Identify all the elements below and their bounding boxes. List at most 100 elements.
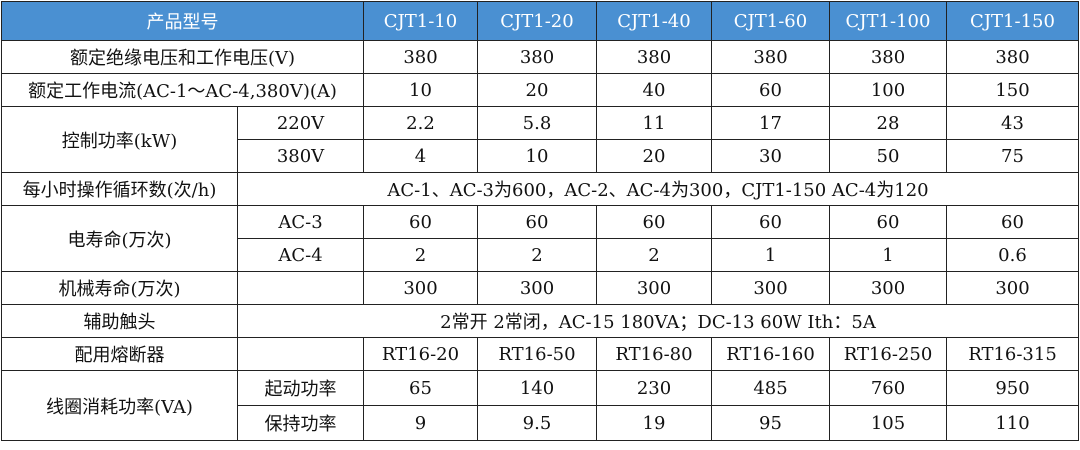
value-cell: 2 (477, 238, 597, 272)
spec-table: 产品型号 CJT1-10 CJT1-20 CJT1-40 CJT1-60 CJT… (1, 1, 1079, 441)
value-cell: 17 (711, 106, 830, 140)
row-coil-start: 线圈消耗功率(VA) 起动功率 65 140 230 485 760 950 (1, 370, 1079, 441)
header-row: 产品型号 CJT1-10 CJT1-20 CJT1-40 CJT1-60 CJT… (1, 1, 1079, 41)
row-rated-voltage: 额定绝缘电压和工作电压(V) 380 380 380 380 380 380 (1, 40, 1079, 74)
value-cell: 380 (829, 40, 947, 74)
value-cell: 60 (946, 205, 1079, 239)
value-cell: 2 (363, 238, 478, 272)
value-cell: 300 (946, 271, 1079, 305)
value-cell: 20 (477, 73, 597, 107)
value-cell: 60 (829, 205, 947, 239)
empty-cell (237, 337, 364, 371)
model-header: CJT1-150 (946, 1, 1079, 41)
model-header: CJT1-20 (477, 1, 597, 41)
value-cell: 100 (829, 73, 947, 107)
value-cell: 760 (829, 370, 947, 406)
row-label: 额定工作电流(AC-1～AC-4,380V)(A) (1, 73, 364, 107)
row-label: 每小时操作循环数(次/h) (1, 172, 238, 206)
value-cell: 20 (596, 139, 712, 173)
value-cell: 43 (946, 106, 1079, 140)
row-label: 控制功率(kW) (1, 106, 238, 173)
model-header: CJT1-40 (596, 1, 712, 41)
value-cell: 140 (477, 370, 597, 406)
value-cell: 19 (596, 405, 712, 441)
value-cell: 2.2 (363, 106, 478, 140)
value-cell: 28 (829, 106, 947, 140)
value-cell: 380 (596, 40, 712, 74)
sub-label: 220V (237, 106, 364, 140)
row-coil-hold: 保持功率 9 9.5 19 95 105 110 (2, 405, 1079, 441)
value-cell: 380 (477, 40, 597, 74)
row-ops-per-hour: 每小时操作循环数(次/h) AC-1、AC-3为600，AC-2、AC-4为30… (1, 172, 1079, 206)
value-cell: 300 (829, 271, 947, 305)
row-label: 机械寿命(万次) (1, 271, 238, 305)
value-cell: 10 (363, 73, 478, 107)
value-cell: 95 (711, 405, 830, 441)
value-cell: 0.6 (946, 238, 1079, 272)
sub-label: AC-3 (237, 205, 364, 239)
value-cell: 65 (363, 370, 478, 406)
model-header: CJT1-60 (711, 1, 830, 41)
value-cell: 300 (711, 271, 830, 305)
value-cell: 300 (477, 271, 597, 305)
value-cell: RT16-20 (363, 337, 478, 371)
value-cell: 300 (596, 271, 712, 305)
value-cell: 60 (711, 205, 830, 239)
sub-label: AC-4 (237, 238, 364, 272)
row-label: 电寿命(万次) (1, 205, 238, 272)
value-cell: RT16-250 (829, 337, 947, 371)
value-cell: 60 (596, 205, 712, 239)
value-cell: RT16-80 (596, 337, 712, 371)
header-label: 产品型号 (1, 1, 364, 41)
span-value: 2常开 2常闭，AC-15 180VA；DC-13 60W Ith：5A (237, 304, 1079, 338)
value-cell: 2 (596, 238, 712, 272)
model-header: CJT1-10 (363, 1, 478, 41)
value-cell: RT16-160 (711, 337, 830, 371)
value-cell: 1 (829, 238, 947, 272)
row-control-power-220: 控制功率(kW) 220V 2.2 5.8 11 17 28 43 (1, 106, 1079, 173)
value-cell: RT16-50 (477, 337, 597, 371)
value-cell: 50 (829, 139, 947, 173)
value-cell: 60 (477, 205, 597, 239)
span-value: AC-1、AC-3为600，AC-2、AC-4为300，CJT1-150 AC-… (237, 172, 1079, 206)
value-cell: 380 (711, 40, 830, 74)
value-cell: 150 (946, 73, 1079, 107)
value-cell: 380 (946, 40, 1079, 74)
row-label: 辅助触头 (1, 304, 238, 338)
value-cell: 300 (363, 271, 478, 305)
value-cell: 60 (363, 205, 478, 239)
sub-label: 保持功率 (237, 405, 364, 441)
model-header: CJT1-100 (829, 1, 947, 41)
value-cell: 110 (946, 405, 1079, 441)
sub-label: 380V (237, 139, 364, 173)
value-cell: 60 (711, 73, 830, 107)
value-cell: 40 (596, 73, 712, 107)
value-cell: 75 (946, 139, 1079, 173)
sub-label: 起动功率 (237, 370, 364, 406)
value-cell: 950 (946, 370, 1079, 406)
value-cell: 9 (363, 405, 478, 441)
value-cell: 1 (711, 238, 830, 272)
value-cell: 4 (363, 139, 478, 173)
row-fuse: 配用熔断器 RT16-20 RT16-50 RT16-80 RT16-160 RT16-… (1, 337, 1079, 371)
value-cell: 5.8 (477, 106, 597, 140)
value-cell: 10 (477, 139, 597, 173)
row-electrical-life-ac4: AC-4 2 2 2 1 1 0.6 (2, 238, 1079, 272)
value-cell: 30 (711, 139, 830, 173)
row-aux-contacts: 辅助触头 2常开 2常闭，AC-15 180VA；DC-13 60W Ith：5… (1, 304, 1079, 338)
value-cell: 9.5 (477, 405, 597, 441)
value-cell: 230 (596, 370, 712, 406)
value-cell: 485 (711, 370, 830, 406)
row-label: 线圈消耗功率(VA) (1, 370, 238, 441)
row-mechanical-life: 机械寿命(万次) 300 300 300 300 300 300 (1, 271, 1079, 305)
value-cell: RT16-315 (946, 337, 1079, 371)
empty-cell (237, 271, 364, 305)
row-rated-current: 额定工作电流(AC-1～AC-4,380V)(A) 10 20 40 60 100 150 (1, 73, 1079, 107)
value-cell: 105 (829, 405, 947, 441)
value-cell: 11 (596, 106, 712, 140)
row-label: 配用熔断器 (1, 337, 238, 371)
row-electrical-life-ac3: 电寿命(万次) AC-3 60 60 60 60 60 60 (1, 205, 1079, 272)
value-cell: 380 (363, 40, 478, 74)
row-label: 额定绝缘电压和工作电压(V) (1, 40, 364, 74)
row-control-power-380: 380V 4 10 20 30 50 75 (2, 139, 1079, 173)
